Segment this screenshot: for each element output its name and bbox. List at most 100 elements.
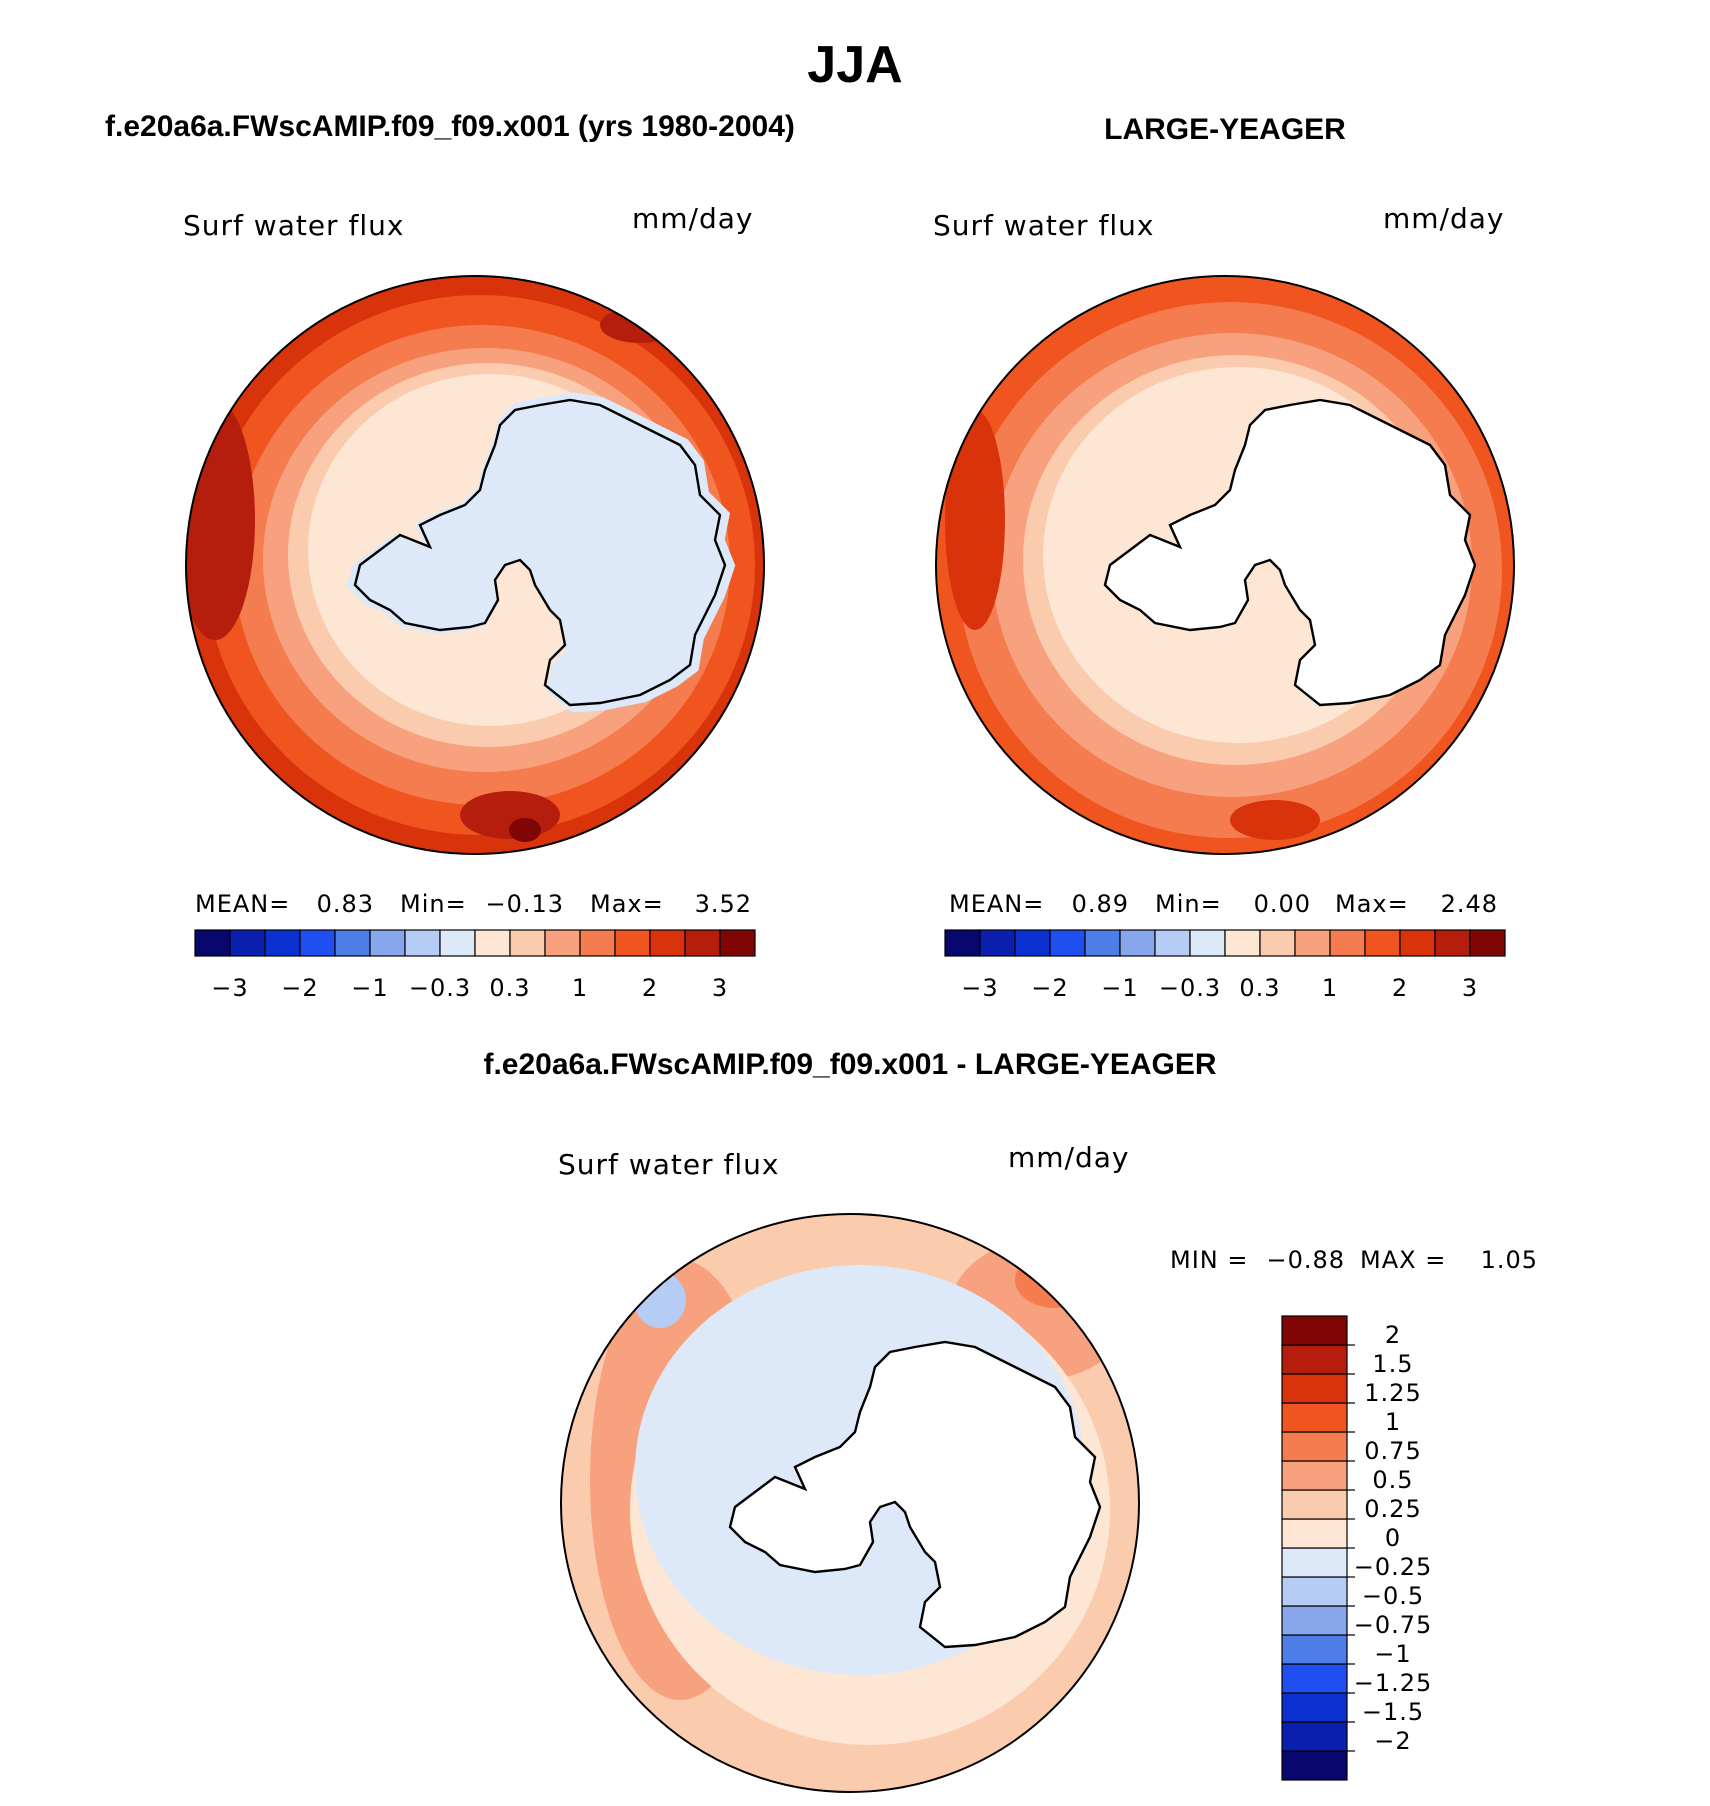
stat-mean-label: MEAN= [949, 890, 1044, 918]
stat-max-label: Max= [1335, 890, 1409, 918]
stat-max-value: 3.52 [695, 890, 752, 918]
colorbar-tick-label: −1 [1101, 974, 1138, 1002]
map-border-model [185, 275, 765, 855]
colorbar-tick-label: 0.5 [1372, 1466, 1413, 1494]
panel-diff-stats: MIN = −0.88 MAX = 1.05 [1170, 1246, 1537, 1274]
colorbar-swatch [194, 929, 231, 957]
panel-model-map [186, 276, 764, 854]
panel-diff-map [561, 1214, 1139, 1792]
colorbar-tick-label: −2 [1031, 974, 1068, 1002]
colorbar-tick-label: −2 [1374, 1727, 1411, 1755]
colorbar-swatch [684, 929, 721, 957]
panel-model-header: f.e20a6a.FWscAMIP.f09_f09.x001 (yrs 1980… [105, 110, 795, 143]
stat-min-value: 0.00 [1254, 890, 1311, 918]
colorbar-swatch [1281, 1315, 1348, 1346]
colorbar-tick-label: 3 [1462, 974, 1478, 1002]
colorbar-swatch [1281, 1721, 1348, 1752]
panel-model-variable: Surf water flux [183, 209, 404, 242]
stat-max-value: 2.48 [1441, 890, 1498, 918]
stat-min-value: −0.13 [485, 890, 564, 918]
panel-obs-header: LARGE-YEAGER [1104, 113, 1346, 146]
stat-mean-value: 0.83 [317, 890, 374, 918]
colorbar-tick-label: −0.3 [409, 974, 471, 1002]
panel-obs-variable: Surf water flux [933, 209, 1154, 242]
colorbar-tick-label: 0 [1385, 1524, 1401, 1552]
colorbar-swatch [1281, 1431, 1348, 1462]
colorbar-tick-label: 2 [1385, 1321, 1401, 1349]
stat-min-label: MIN = [1170, 1246, 1248, 1274]
colorbar-swatch [1281, 1605, 1348, 1636]
colorbar-swatch [1281, 1373, 1348, 1404]
colorbar-tick-label: 0.3 [1239, 974, 1280, 1002]
colorbar-swatch [1399, 929, 1436, 957]
colorbar-tick-label: −3 [211, 974, 248, 1002]
colorbar-swatch [1154, 929, 1191, 957]
colorbar-swatch [1434, 929, 1471, 957]
colorbar-tick-label: 0.25 [1364, 1495, 1421, 1523]
panel-obs-map [936, 276, 1514, 854]
colorbar-swatch [299, 929, 336, 957]
stat-min-label: Min= [400, 890, 467, 918]
colorbar-tick-label: 2 [642, 974, 658, 1002]
colorbar-tick-label: 1.25 [1364, 1379, 1421, 1407]
panel-diff-units: mm/day [1008, 1141, 1130, 1174]
colorbar-swatch [649, 929, 686, 957]
panel-obs-stats: MEAN= 0.89 Min= 0.00 Max= 2.48 [949, 890, 1498, 918]
panel-obs: LARGE-YEAGER Surf water flux mm/day MEAN… [933, 113, 1515, 1002]
colorbar-swatch [1084, 929, 1121, 957]
colorbar-swatch [1281, 1663, 1348, 1694]
colorbar-tick-label: 1 [1322, 974, 1338, 1002]
panel-diff-variable: Surf water flux [558, 1148, 779, 1181]
colorbar-swatch [1469, 929, 1506, 957]
colorbar-swatch [229, 929, 266, 957]
colorbar-tick-label: −0.25 [1354, 1553, 1433, 1581]
colorbar-swatch [1281, 1576, 1348, 1607]
colorbar-swatch [944, 929, 981, 957]
colorbar-tick-label: 3 [712, 974, 728, 1002]
colorbar-swatch [614, 929, 651, 957]
colorbar-swatch [1294, 929, 1331, 957]
stat-mean-label: MEAN= [195, 890, 290, 918]
colorbar-swatch [1281, 1750, 1348, 1781]
colorbar-tick-label: −1 [351, 974, 388, 1002]
colorbar-tick-label: 1 [572, 974, 588, 1002]
colorbar-tick-label: −0.75 [1354, 1611, 1433, 1639]
panel-diff-header: f.e20a6a.FWscAMIP.f09_f09.x001 - LARGE-Y… [483, 1048, 1216, 1081]
colorbar-swatch [1119, 929, 1156, 957]
colorbar-swatch [979, 929, 1016, 957]
panel-obs-units: mm/day [1383, 202, 1505, 235]
stat-max-label: Max= [590, 890, 664, 918]
stat-mean-value: 0.89 [1072, 890, 1129, 918]
map-border-diff [560, 1213, 1140, 1793]
colorbar-tick-label: 1 [1385, 1408, 1401, 1436]
colorbar-swatch [369, 929, 406, 957]
colorbar-swatch [1189, 929, 1226, 957]
colorbar-swatch [1014, 929, 1051, 957]
colorbar-swatch [1281, 1547, 1348, 1578]
colorbar-swatch [509, 929, 546, 957]
season-title: JJA [807, 36, 902, 94]
colorbar-swatch [474, 929, 511, 957]
colorbar-tick-label: −1.25 [1354, 1669, 1433, 1697]
colorbar-tick-label: 0.75 [1364, 1437, 1421, 1465]
colorbar-swatch [579, 929, 616, 957]
colorbar-swatch [1281, 1489, 1348, 1520]
colorbar-tick-label: −2 [281, 974, 318, 1002]
colorbar-swatch [334, 929, 371, 957]
colorbar-tick-label: 1.5 [1372, 1350, 1413, 1378]
colorbar-tick-label: −1 [1374, 1640, 1411, 1668]
colorbar-swatch [544, 929, 581, 957]
panel-model-units: mm/day [632, 202, 754, 235]
colorbar-swatch [404, 929, 441, 957]
colorbar-tick-label: −1.5 [1362, 1698, 1424, 1726]
stat-min-value: −0.88 [1266, 1246, 1345, 1274]
colorbar-model: −3 −2 −1 −0.3 0.3 1 2 3 [194, 929, 756, 1002]
colorbar-tick-label: 2 [1392, 974, 1408, 1002]
map-border-obs [935, 275, 1515, 855]
colorbar-swatch [1364, 929, 1401, 957]
colorbar-tick-label: −0.3 [1159, 974, 1221, 1002]
colorbar-swatch [719, 929, 756, 957]
colorbar-diff: −2−1.5−1.25−1−0.75−0.5−0.2500.250.50.751… [1281, 1315, 1433, 1781]
colorbar-tick-label: −3 [961, 974, 998, 1002]
